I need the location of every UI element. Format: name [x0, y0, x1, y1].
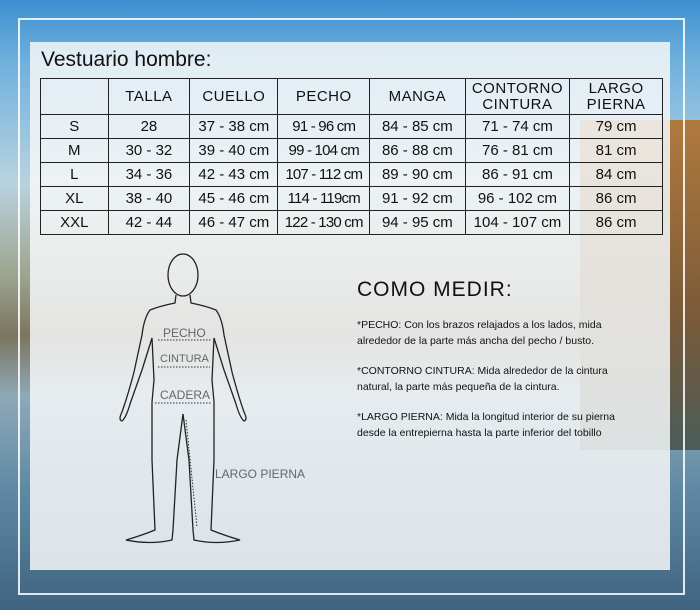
table-cell: 114 - 119cm — [277, 186, 371, 211]
table-cell: 46 - 47 cm — [189, 210, 279, 235]
table-cell: 91 - 92 cm — [369, 186, 466, 211]
table-cell: 84 - 85 cm — [369, 114, 466, 139]
column-header — [40, 78, 109, 115]
frame-border — [18, 18, 685, 595]
table-cell: 86 - 91 cm — [464, 162, 571, 187]
column-header: CUELLO — [189, 78, 279, 115]
note-largo-pierna: *LARGO PIERNA: Mida la longitud interior… — [357, 411, 615, 439]
label-pecho: PECHO — [163, 326, 206, 340]
size-table: TALLA CUELLO PECHO MANGA CONTORNO CINTURA LAR… — [40, 78, 663, 235]
size-label: XXL — [40, 210, 109, 235]
column-header: LARGO PIERNA — [569, 78, 663, 115]
como-medir-heading: COMO MEDIR: — [357, 278, 513, 301]
page-title: Vestuario hombre: — [41, 48, 212, 71]
table-cell: 81 cm — [569, 138, 663, 163]
table-header-row: TALLA CUELLO PECHO MANGA CONTORNO CINTURA LAR… — [40, 78, 663, 115]
size-label: L — [40, 162, 109, 187]
table-cell: 76 - 81 cm — [464, 138, 571, 163]
note-cintura: *CONTORNO CINTURA: Mida alrededor de la … — [357, 365, 608, 393]
note-pecho: *PECHO: Con los brazos relajados a los l… — [357, 319, 602, 347]
label-largo-pierna: LARGO PIERNA — [215, 467, 306, 481]
label-cadera: CADERA — [160, 388, 211, 402]
head-outline — [167, 253, 199, 297]
label-cintura: CINTURA — [160, 353, 209, 365]
table-cell: 122 - 130 cm — [277, 210, 371, 235]
table-row: XL 38 - 40 45 - 46 cm 114 - 119cm 91 - 92 cm… — [40, 186, 663, 211]
table-cell: 71 - 74 cm — [464, 114, 571, 139]
table-cell: 89 - 90 cm — [369, 162, 466, 187]
table-cell: 96 - 102 cm — [464, 186, 571, 211]
size-label: M — [40, 138, 109, 163]
column-header: MANGA — [369, 78, 466, 115]
table-row: XXL 42 - 44 46 - 47 cm 122 - 130 cm 94 - 95 … — [40, 210, 663, 235]
table-cell: 42 - 43 cm — [189, 162, 279, 187]
body-outline-left — [119, 294, 184, 544]
table-cell: 94 - 95 cm — [369, 210, 466, 235]
table-row: M 30 - 32 39 - 40 cm 99 - 104 cm 86 - 88 cm 7… — [40, 138, 663, 163]
table-cell: 38 - 40 — [107, 186, 191, 211]
table-cell: 86 cm — [569, 186, 663, 211]
size-label: XL — [40, 186, 109, 211]
measurement-notes: *PECHO: Con los brazos relajados a los l… — [357, 317, 637, 455]
table-cell: 86 cm — [569, 210, 663, 235]
table-cell: 104 - 107 cm — [464, 210, 571, 235]
table-cell: 86 - 88 cm — [369, 138, 466, 163]
table-cell: 45 - 46 cm — [189, 186, 279, 211]
